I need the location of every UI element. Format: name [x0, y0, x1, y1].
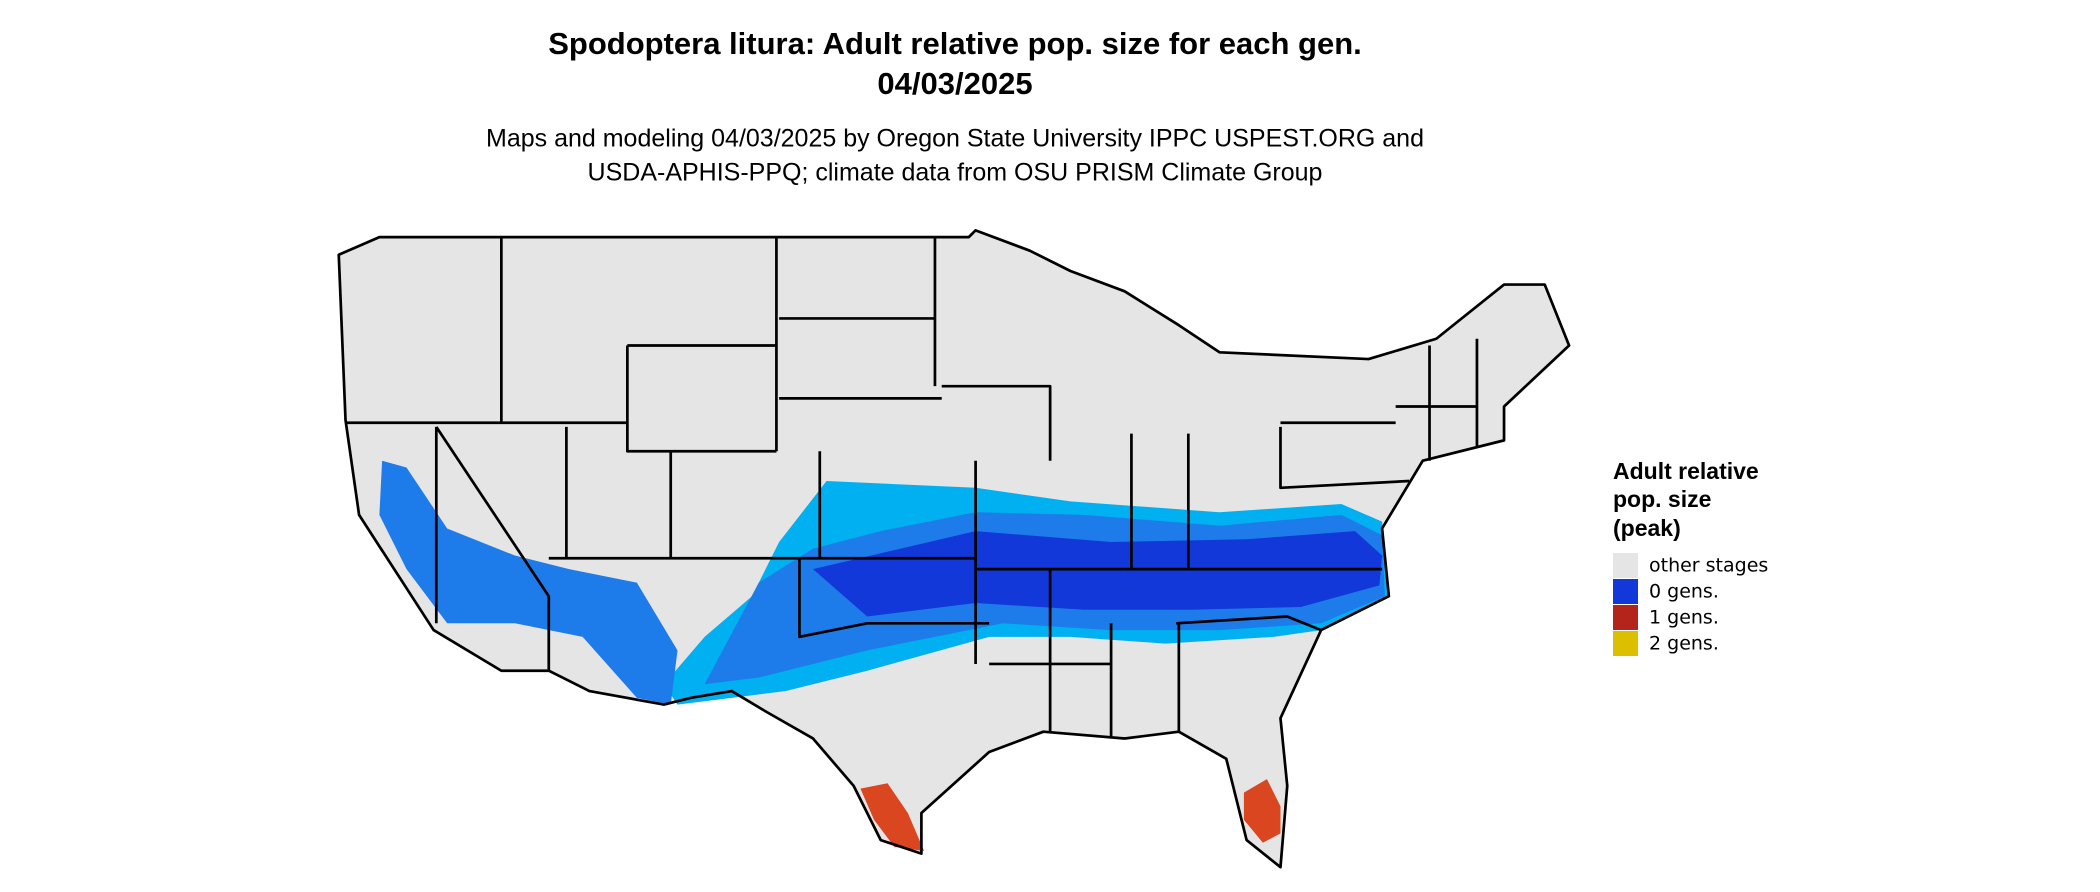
legend-swatch [1613, 553, 1638, 578]
state-borders [345, 237, 1479, 739]
zone-florida-red [1243, 779, 1281, 843]
legend-swatch [1613, 631, 1638, 656]
subtitle: Maps and modeling 04/03/2025 by Oregon S… [486, 125, 1424, 153]
zone-dark-blue [813, 531, 1383, 617]
legend-title: pop. size [1613, 486, 1711, 512]
subtitle: USDA-APHIS-PPQ; climate data from OSU PR… [588, 159, 1323, 187]
zone-west-blue [379, 460, 678, 705]
legend-label: other stages [1649, 555, 1768, 577]
legend-label: 0 gens. [1649, 581, 1719, 603]
legend: other stages 0 gens. 1 gens. 2 gens. [1613, 553, 1768, 656]
legend-title: Adult relative [1613, 458, 1759, 484]
us-outline [337, 228, 1571, 869]
legend-swatch [1613, 579, 1638, 604]
legend-swatch [1613, 605, 1638, 630]
map [337, 228, 1571, 869]
legend-title: (peak) [1613, 515, 1681, 541]
date: 04/03/2025 [877, 66, 1032, 101]
zone-texas-red [860, 783, 925, 851]
legend-label: 1 gens. [1649, 607, 1719, 629]
legend-label: 2 gens. [1649, 633, 1719, 655]
title: Spodoptera litura: Adult relative pop. s… [548, 26, 1362, 61]
